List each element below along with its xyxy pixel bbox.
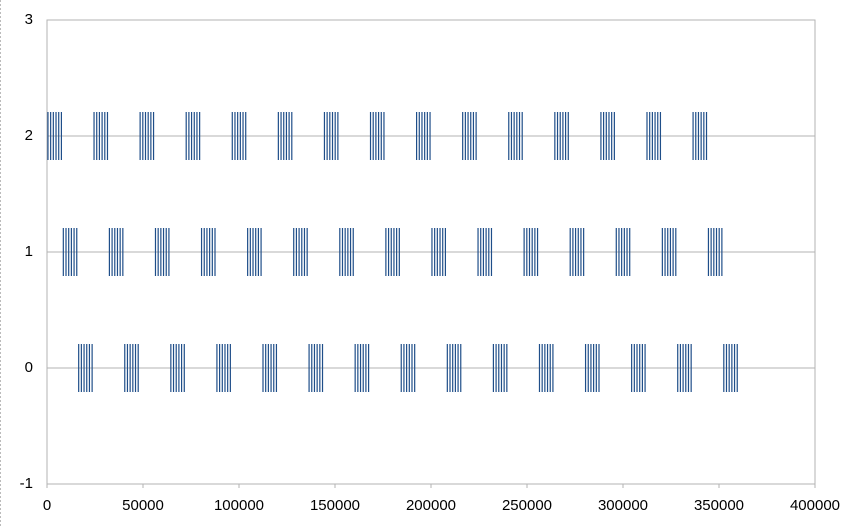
y-tick-label: 3	[25, 11, 33, 28]
y-tick-label: 2	[25, 127, 33, 144]
x-tick-label: 350000	[694, 497, 744, 514]
y-tick-label: 1	[25, 243, 33, 260]
y-tick-label: -1	[20, 475, 33, 492]
x-tick-label: 0	[43, 497, 51, 514]
x-tick-label: 50000	[122, 497, 164, 514]
x-tick-label: 250000	[502, 497, 552, 514]
x-tick-label: 300000	[598, 497, 648, 514]
x-tick-label: 200000	[406, 497, 456, 514]
x-tick-label: 150000	[310, 497, 360, 514]
y-tick-label: 0	[25, 359, 33, 376]
x-tick-label: 400000	[790, 497, 840, 514]
x-tick-label: 100000	[214, 497, 264, 514]
